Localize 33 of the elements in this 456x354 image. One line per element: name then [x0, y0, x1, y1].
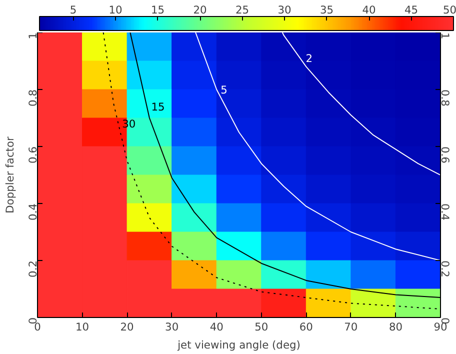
color-bar-label: 50 — [442, 4, 456, 16]
color-bar-label: 15 — [151, 4, 165, 16]
y2-tick-label: 0.6 — [438, 146, 452, 164]
color-bar-label: 20 — [193, 4, 208, 16]
x-tick-label: 30 — [165, 320, 179, 334]
y2-tick-label: 0.8 — [438, 90, 452, 107]
y-tick-label: 0.6 — [26, 146, 40, 164]
y-tick-label: 1 — [26, 32, 40, 40]
x-tick-label: 60 — [299, 320, 314, 334]
y-tick-label: 0.8 — [26, 89, 40, 106]
color-bar-label: 25 — [235, 4, 250, 16]
x-tick-label: 10 — [76, 320, 90, 334]
x-tick-label: 50 — [254, 320, 268, 334]
y2-tick-label: 1 — [438, 32, 452, 40]
annotation: 5 — [220, 84, 228, 96]
x-tick-label: 40 — [210, 320, 224, 334]
x-tick-label: 70 — [344, 320, 358, 334]
y2-tick-label: 0.4 — [438, 204, 452, 221]
annotation: 2 — [306, 52, 312, 66]
color-bar-label: 30 — [278, 4, 292, 16]
color-bar-label: 40 — [362, 4, 376, 16]
annotation: 15 — [151, 100, 165, 114]
color-bar-label: 10 — [108, 4, 123, 16]
y-axis-title: Doppler factor — [4, 136, 16, 214]
y-tick-label: 0.2 — [26, 260, 40, 278]
y2-tick-label: 0.2 — [438, 260, 452, 278]
color-bar-label: 45 — [404, 4, 418, 16]
color-bar-label: 35 — [320, 4, 334, 16]
y-tick-label: 0.4 — [26, 203, 40, 220]
x-tick-label: 20 — [120, 320, 134, 334]
x-axis-title: jet viewing angle (deg) — [176, 338, 300, 352]
x-tick-label: 80 — [388, 320, 403, 334]
color-bar-label: 5 — [70, 4, 77, 16]
